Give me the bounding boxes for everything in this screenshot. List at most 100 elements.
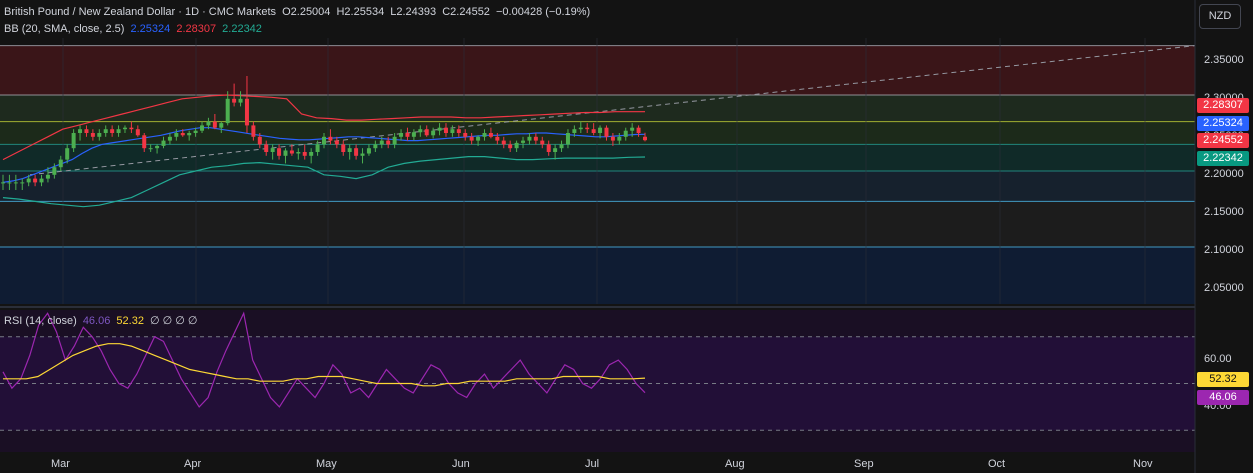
candle-body bbox=[392, 136, 397, 145]
price-tag: 2.24552 bbox=[1197, 133, 1249, 148]
candle-body bbox=[33, 178, 38, 183]
candle-body bbox=[482, 133, 487, 137]
candle-body bbox=[193, 130, 198, 133]
bb-legend[interactable]: BB (20, SMA, close, 2.5) 2.25324 2.28307… bbox=[4, 23, 265, 35]
candle-body bbox=[488, 133, 493, 137]
bb-upper-value: 2.28307 bbox=[176, 23, 217, 35]
rsi-label: RSI (14, close) bbox=[4, 315, 77, 327]
symbol-title[interactable]: British Pound / New Zealand Dollar · 1D … bbox=[4, 6, 277, 18]
rsi-legend[interactable]: RSI (14, close) 46.06 52.32 ∅ ∅ ∅ ∅ bbox=[4, 314, 201, 327]
bb-lower-line bbox=[2, 156, 646, 208]
candle-body bbox=[135, 129, 140, 136]
candle-body bbox=[302, 152, 307, 156]
candle-body bbox=[58, 159, 63, 168]
candle-body bbox=[13, 182, 18, 184]
candle-body bbox=[354, 148, 359, 156]
bb-upper-line bbox=[2, 94, 645, 161]
symbol-legend: British Pound / New Zealand Dollar · 1D … bbox=[4, 6, 593, 18]
candle-body bbox=[463, 133, 468, 137]
candle-body bbox=[289, 150, 294, 154]
candle-body bbox=[521, 140, 526, 143]
candle-body bbox=[553, 148, 558, 152]
candle-body bbox=[540, 140, 545, 145]
open-value: O2.25004 bbox=[282, 6, 331, 18]
candle-body bbox=[244, 98, 249, 126]
time-axis-label: Oct bbox=[988, 458, 1006, 470]
candle-body bbox=[501, 140, 506, 145]
candle-body bbox=[315, 144, 320, 152]
candle-body bbox=[424, 129, 429, 136]
candle-body bbox=[7, 182, 12, 184]
candle-body bbox=[411, 132, 416, 137]
candle-body bbox=[610, 136, 615, 141]
price-axis-label: 2.05000 bbox=[1204, 281, 1244, 294]
currency-button[interactable]: NZD bbox=[1199, 4, 1241, 29]
candle-body bbox=[39, 178, 44, 183]
time-axis-label: Mar bbox=[51, 458, 70, 470]
bb-lower-value: 2.22342 bbox=[222, 23, 262, 35]
candle-body bbox=[456, 129, 461, 133]
candle-body bbox=[366, 148, 371, 154]
candle-body bbox=[443, 127, 448, 133]
candle-body bbox=[527, 136, 532, 141]
low-value: L2.24393 bbox=[390, 6, 437, 18]
rsi-ma-value: 52.32 bbox=[116, 315, 144, 327]
candle-body bbox=[116, 129, 121, 133]
price-axis-label: 2.35000 bbox=[1204, 53, 1244, 66]
candle-body bbox=[399, 133, 404, 137]
bb-label: BB (20, SMA, close, 2.5) bbox=[4, 23, 125, 35]
candle-body bbox=[572, 129, 577, 133]
price-axis-label: 2.20000 bbox=[1204, 167, 1244, 180]
candle-body bbox=[84, 129, 89, 133]
price-tag: 2.28307 bbox=[1197, 98, 1249, 113]
candle-body bbox=[508, 144, 513, 149]
candle-body bbox=[78, 129, 83, 133]
time-axis-label: Jun bbox=[452, 458, 470, 470]
candle-body bbox=[180, 133, 185, 136]
candle-body bbox=[379, 140, 384, 145]
candle-body bbox=[437, 127, 442, 131]
candle-body bbox=[347, 148, 352, 152]
candle-body bbox=[264, 144, 269, 152]
candle-body bbox=[142, 135, 147, 149]
candle-body bbox=[495, 136, 500, 141]
candle-body bbox=[469, 136, 474, 141]
time-axis-label: Aug bbox=[725, 458, 745, 470]
candle-body bbox=[334, 140, 339, 145]
candle-body bbox=[97, 133, 102, 137]
candle-body bbox=[604, 127, 609, 137]
candle-body bbox=[623, 130, 628, 137]
rsi-axis-label: 60.00 bbox=[1204, 353, 1232, 366]
candle-body bbox=[360, 153, 365, 156]
candle-body bbox=[431, 130, 436, 136]
candle-body bbox=[71, 133, 76, 149]
time-axis-label: May bbox=[316, 458, 337, 470]
candle-body bbox=[1, 182, 5, 184]
candle-body bbox=[296, 152, 301, 154]
rsi-value: 46.06 bbox=[82, 315, 111, 327]
time-axis-label: Sep bbox=[854, 458, 874, 470]
candle-body bbox=[174, 133, 179, 137]
candle-body bbox=[45, 174, 50, 179]
candle-body bbox=[219, 123, 224, 128]
candle-body bbox=[155, 145, 160, 149]
candle-body bbox=[643, 136, 647, 141]
candle-body bbox=[257, 136, 262, 145]
trend-line bbox=[29, 45, 1196, 176]
candle-body bbox=[309, 152, 314, 156]
candle-body bbox=[65, 148, 70, 160]
price-axis-label: 2.15000 bbox=[1204, 205, 1244, 218]
candle-body bbox=[418, 129, 423, 133]
candle-body bbox=[238, 98, 243, 103]
candle-body bbox=[52, 167, 57, 175]
candle-body bbox=[251, 125, 256, 137]
candle-body bbox=[341, 144, 346, 152]
candle-body bbox=[598, 127, 603, 133]
candle-body bbox=[277, 148, 282, 156]
candle-body bbox=[167, 136, 172, 141]
bb-basis-value: 2.25324 bbox=[130, 23, 171, 35]
candle-body bbox=[630, 127, 635, 131]
candle-body bbox=[405, 133, 410, 137]
high-value: H2.25534 bbox=[336, 6, 385, 18]
